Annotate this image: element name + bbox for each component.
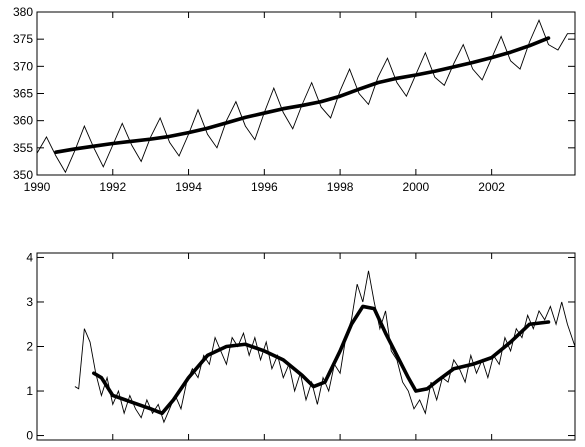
plot-frame xyxy=(36,252,576,441)
x-tick-label: 1996 xyxy=(251,180,278,194)
x-tick-label: 2000 xyxy=(403,180,430,194)
y-tick-label: 3 xyxy=(26,295,33,309)
smoothed-series-line xyxy=(54,36,551,154)
chart-panel-2: 1990 1992 1994 1996 1998 2000 2002 0 1 2 3 4 xyxy=(24,250,576,447)
x-tick-label: 2002 xyxy=(478,180,505,194)
x-tick-label: 1992 xyxy=(99,180,126,194)
y-tick-label: 2 xyxy=(26,340,33,354)
y-tick-label: 1 xyxy=(26,384,33,398)
x-tick-label: 1990 xyxy=(24,180,51,194)
x-tick-label: 1994 xyxy=(175,445,202,447)
plot-frame xyxy=(36,11,576,176)
x-tick-label: 2002 xyxy=(478,445,505,447)
y-tick-label: 365 xyxy=(13,87,33,101)
x-tick-label: 1992 xyxy=(99,445,126,447)
x-tick-label: 1990 xyxy=(24,445,51,447)
y-tick-label: 375 xyxy=(13,32,33,46)
x-tick-label: 1998 xyxy=(327,445,354,447)
y-tick-label: 355 xyxy=(13,141,33,155)
x-tick-label: 1998 xyxy=(327,180,354,194)
y-tick-label: 370 xyxy=(13,59,33,73)
y-tick-label: 350 xyxy=(13,168,33,182)
raw-series-line xyxy=(37,18,575,174)
x-tick-label: 1996 xyxy=(251,445,278,447)
raw-series-line xyxy=(74,270,575,424)
y-tick-label: 4 xyxy=(26,250,33,264)
y-tick-label: 0 xyxy=(26,429,33,443)
y-tick-label: 360 xyxy=(13,114,33,128)
x-tick-label: 2000 xyxy=(403,445,430,447)
chart-panel-1: 1990 1992 1994 1996 1998 2000 2002 350 355 360 365… xyxy=(13,5,576,194)
x-tick-label: 1994 xyxy=(175,180,202,194)
y-tick-label: 380 xyxy=(13,5,33,19)
smoothed-series-line xyxy=(92,304,551,416)
